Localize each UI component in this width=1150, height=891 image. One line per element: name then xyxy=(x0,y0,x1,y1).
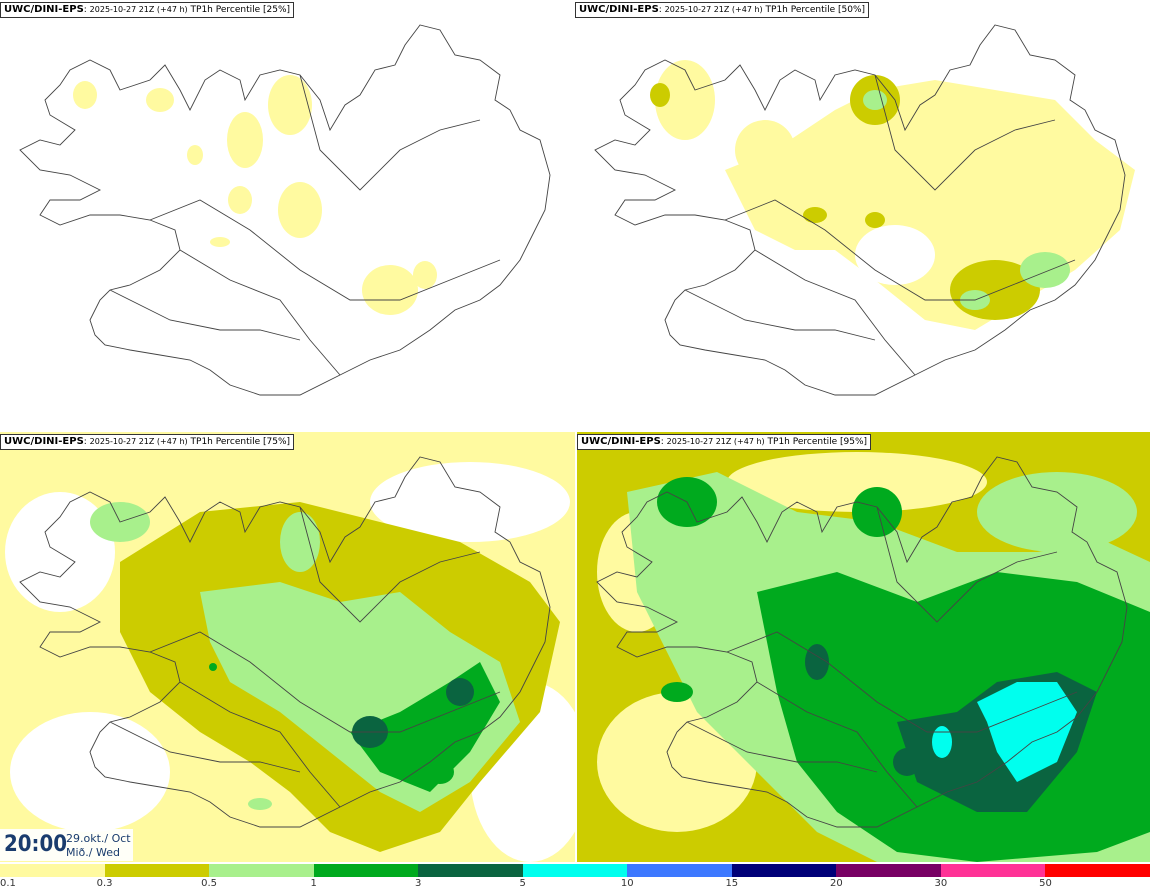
precip-map-p50 xyxy=(594,24,1135,396)
model-name: UWC/DINI-EPS xyxy=(581,436,661,447)
panel-title: UWC/DINI-EPS: 2025-10-27 21Z (+47 h) TP1… xyxy=(575,2,870,18)
field-name: TP1h Percentile [50%] xyxy=(765,5,866,15)
precip-map-p75 xyxy=(0,432,575,862)
iceland-outline xyxy=(19,456,551,828)
legend-label: 50 xyxy=(1039,878,1052,889)
panel-title: UWC/DINI-EPS: 2025-10-27 21Z (+47 h) TP1… xyxy=(577,434,872,450)
precip-shading xyxy=(0,432,575,862)
legend-label: 0.3 xyxy=(96,878,113,889)
field-name: TP1h Percentile [75%] xyxy=(190,437,291,447)
precip-shading xyxy=(577,432,1150,862)
run-time: 2025-10-27 21Z (+47 h) xyxy=(666,437,765,446)
legend-label: 15 xyxy=(725,878,739,889)
legend-label: 0.1 xyxy=(0,878,16,889)
precip-map-p95 xyxy=(577,432,1150,862)
valid-hour: 20:00 xyxy=(4,832,68,857)
run-time: 2025-10-27 21Z (+47 h) xyxy=(664,5,763,14)
model-name: UWC/DINI-EPS xyxy=(4,4,84,15)
map-panel-p95: UWC/DINI-EPS: 2025-10-27 21Z (+47 h) TP1… xyxy=(577,432,1150,862)
iceland-outline xyxy=(19,24,551,396)
legend-swatch xyxy=(522,864,629,877)
precip-map-p25 xyxy=(19,24,551,396)
legend-swatch xyxy=(627,864,733,877)
legend-label: 10 xyxy=(620,878,634,889)
panel-title: UWC/DINI-EPS: 2025-10-27 21Z (+47 h) TP1… xyxy=(0,2,295,18)
run-time: 2025-10-27 21Z (+47 h) xyxy=(89,5,188,14)
legend-label: 1 xyxy=(310,878,317,889)
valid-time-box: 20:00 29.okt./ Oct Mið./ Wed xyxy=(0,829,133,861)
precip-shading xyxy=(650,60,1135,330)
map-panel-p75: UWC/DINI-EPS: 2025-10-27 21Z (+47 h) TP1… xyxy=(0,432,575,862)
iceland-outline xyxy=(594,24,1126,396)
legend-swatch xyxy=(104,864,211,877)
field-name: TP1h Percentile [25%] xyxy=(190,5,291,15)
model-name: UWC/DINI-EPS xyxy=(4,436,84,447)
legend-label: 20 xyxy=(829,878,843,889)
valid-weekday: Mið./ Wed xyxy=(66,846,120,859)
iceland-outline xyxy=(596,456,1128,828)
legend-swatch xyxy=(209,864,315,877)
precip-shading xyxy=(73,75,437,315)
legend-swatch xyxy=(313,864,420,877)
legend-swatch xyxy=(1045,864,1150,877)
run-time: 2025-10-27 21Z (+47 h) xyxy=(89,437,188,446)
legend-swatch xyxy=(940,864,1047,877)
panel-title: UWC/DINI-EPS: 2025-10-27 21Z (+47 h) TP1… xyxy=(0,434,295,450)
valid-date: 29.okt./ Oct xyxy=(66,832,131,845)
legend-label: 0.5 xyxy=(201,878,218,889)
legend-swatch xyxy=(0,864,106,877)
field-name: TP1h Percentile [95%] xyxy=(767,437,868,447)
legend-swatch xyxy=(836,864,942,877)
map-panel-p25: UWC/DINI-EPS: 2025-10-27 21Z (+47 h) TP1… xyxy=(0,0,575,430)
map-panel-p50: UWC/DINI-EPS: 2025-10-27 21Z (+47 h) TP1… xyxy=(575,0,1150,430)
legend-label: 30 xyxy=(934,878,948,889)
legend-swatch xyxy=(731,864,838,877)
legend-label: 5 xyxy=(519,878,526,889)
model-name: UWC/DINI-EPS xyxy=(579,4,659,15)
precip-legend: 0.1 0.3 0.5 1 3 5 10 15 20 30 50 xyxy=(0,862,1150,891)
legend-label: 3 xyxy=(414,878,422,889)
legend-swatch xyxy=(418,864,524,877)
